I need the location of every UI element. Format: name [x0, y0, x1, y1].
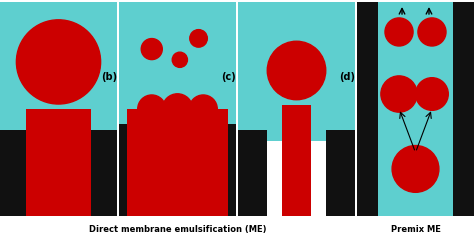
Bar: [357, 2, 378, 216]
Circle shape: [385, 18, 413, 46]
Text: Direct membrane emulsification (ME): Direct membrane emulsification (ME): [89, 225, 266, 234]
Bar: [0, 2, 117, 141]
Bar: [453, 2, 474, 216]
Text: (b): (b): [101, 72, 117, 82]
Bar: [127, 109, 228, 216]
Circle shape: [141, 38, 162, 60]
Bar: [119, 124, 145, 216]
Circle shape: [128, 110, 147, 129]
Circle shape: [416, 78, 448, 110]
Circle shape: [162, 94, 193, 124]
Circle shape: [190, 30, 207, 47]
Circle shape: [418, 18, 446, 46]
Bar: [283, 105, 310, 216]
Circle shape: [392, 146, 439, 192]
Bar: [26, 109, 91, 216]
Bar: [210, 124, 236, 216]
Circle shape: [138, 95, 166, 123]
Circle shape: [381, 76, 417, 112]
Bar: [0, 131, 26, 216]
Bar: [119, 2, 236, 135]
Text: (c): (c): [221, 72, 236, 82]
Bar: [91, 131, 117, 216]
Text: (d): (d): [339, 72, 355, 82]
Bar: [238, 131, 267, 216]
Bar: [238, 2, 355, 141]
Circle shape: [17, 20, 100, 104]
Circle shape: [172, 52, 187, 67]
Text: Premix ME: Premix ME: [391, 225, 440, 234]
Circle shape: [267, 41, 326, 100]
Bar: [326, 131, 355, 216]
Circle shape: [189, 95, 217, 123]
Circle shape: [208, 110, 227, 129]
